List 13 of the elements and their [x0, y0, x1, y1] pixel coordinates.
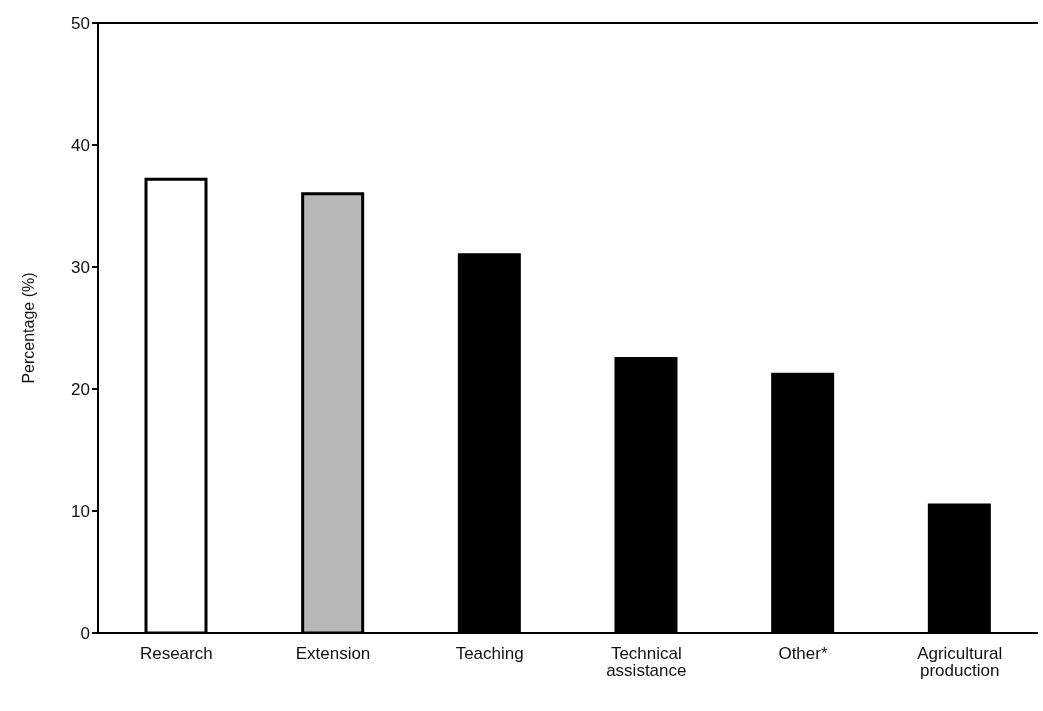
x-tick-label: Research: [139, 644, 213, 664]
y-tick-label: 0: [80, 624, 90, 644]
x-tick-label: Technical assistance: [606, 644, 687, 681]
y-tick-label: 40: [71, 136, 90, 156]
y-tick-label: 10: [71, 502, 90, 522]
y-tick-label: 50: [71, 14, 90, 34]
y-tick-label: 30: [71, 258, 90, 278]
x-tick-label: Teaching: [455, 644, 524, 664]
y-tick-label: 20: [71, 380, 90, 400]
y-axis-title: Percentage (%): [19, 272, 37, 384]
x-tick-label: Extension: [295, 644, 371, 664]
x-tick-label: Agricultural production: [917, 644, 1003, 681]
x-tick-label: Other*: [778, 644, 828, 664]
